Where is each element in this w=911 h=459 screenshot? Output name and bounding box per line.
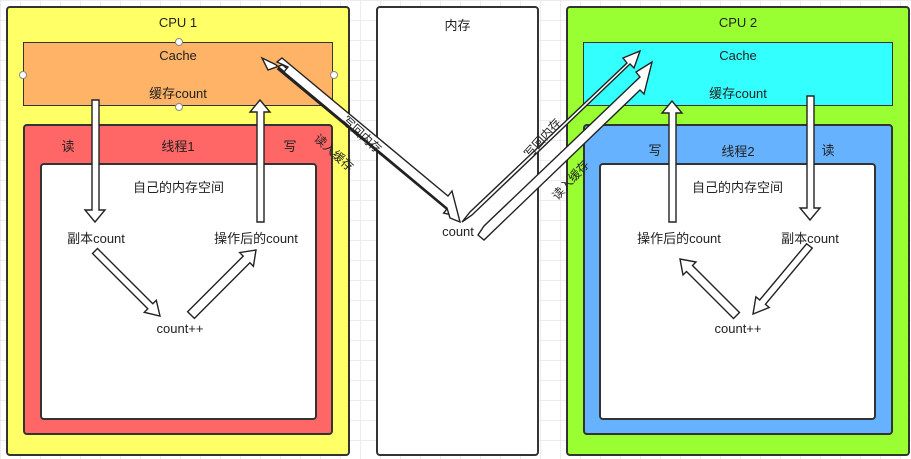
selection-handle[interactable] (175, 38, 183, 46)
thread2-memory-space (599, 163, 876, 420)
arrow-read-into-cache-1 (275, 57, 462, 224)
thread2-copy-label: 副本count (781, 231, 839, 246)
thread1-space-title: 自己的内存空间 (132, 180, 224, 195)
cpu1-cache-title: Cache (159, 48, 197, 63)
cpu2-cache-content: 缓存count (709, 86, 767, 101)
memory-title: 内存 (444, 18, 471, 33)
thread2-op-label: count++ (714, 321, 762, 336)
arrow-op2-to-result (679, 258, 741, 320)
thread1-read-label: 读 (61, 139, 75, 154)
selection-handle[interactable] (175, 103, 183, 111)
selection-handle[interactable] (19, 71, 27, 79)
thread2-space-title: 自己的内存空间 (691, 180, 783, 195)
arrow-cache1-to-copy (83, 99, 107, 224)
thread1-result-label: 操作后的count (214, 231, 298, 246)
thread1-title: 线程1 (161, 139, 195, 154)
thread2-read-label: 读 (821, 143, 835, 158)
memory-box (376, 6, 539, 456)
thread1-copy-label: 副本count (67, 231, 125, 246)
arrow-cache2-to-copy (798, 95, 822, 222)
memory-count-label: count (442, 224, 474, 239)
thread2-title: 线程2 (721, 144, 755, 159)
cpu2-title: CPU 2 (718, 15, 758, 30)
arrow-write-back-2 (461, 49, 642, 223)
arrow-result1-to-cache (248, 98, 272, 223)
arrow-result2-to-cache (660, 99, 684, 223)
thread2-result-label: 操作后的count (637, 231, 721, 246)
thread1-memory-space (40, 163, 317, 420)
arrow-read-into-cache-2 (477, 60, 654, 241)
arrow-copy1-to-op (91, 247, 161, 317)
cpu1-cache-content: 缓存count (149, 86, 207, 101)
thread2-write-label: 写 (648, 143, 662, 158)
arrow-op1-to-result (186, 249, 257, 320)
arrow-copy2-to-op (752, 242, 814, 316)
cpu2-cache-title: Cache (719, 48, 757, 63)
thread1-write-label: 写 (283, 139, 297, 154)
selection-handle[interactable] (330, 71, 338, 79)
thread1-op-label: count++ (156, 321, 204, 336)
cpu1-title: CPU 1 (158, 15, 198, 30)
